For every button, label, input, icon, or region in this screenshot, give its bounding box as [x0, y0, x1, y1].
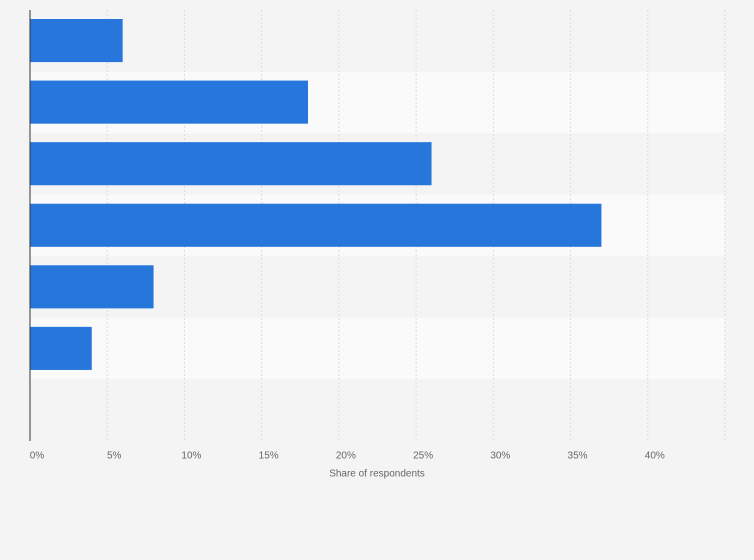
x-tick-label: 35%: [568, 451, 588, 462]
x-tick-label: 40%: [645, 451, 665, 462]
row-band: [30, 317, 725, 380]
bar: [30, 326, 92, 370]
bar: [30, 80, 308, 124]
x-tick-label: 25%: [413, 451, 433, 462]
x-tick-label: 20%: [336, 451, 356, 462]
row-band: [30, 379, 725, 441]
x-tick-label: 5%: [107, 451, 122, 462]
x-axis-title: Share of respondents: [329, 469, 425, 480]
bar: [30, 19, 123, 63]
x-tick-label: 10%: [181, 451, 201, 462]
bar: [30, 265, 154, 309]
x-tick-label: 15%: [259, 451, 279, 462]
bar: [30, 203, 602, 247]
x-tick-label: 30%: [490, 451, 510, 462]
x-tick-label: 0%: [30, 451, 45, 462]
row-band: [30, 10, 725, 72]
bar: [30, 142, 432, 186]
